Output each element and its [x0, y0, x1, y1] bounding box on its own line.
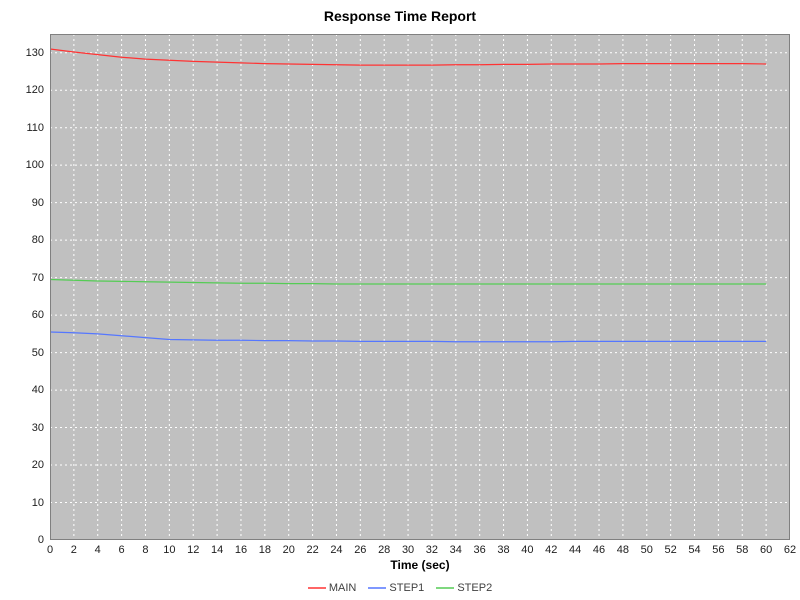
- x-tick-label: 0: [47, 544, 53, 556]
- x-tick-label: 46: [593, 544, 605, 556]
- legend-item-step2: STEP2: [436, 582, 492, 594]
- x-tick-label: 50: [641, 544, 653, 556]
- x-tick-label: 2: [71, 544, 77, 556]
- y-tick-label: 70: [32, 272, 44, 284]
- x-tick-label: 48: [617, 544, 629, 556]
- y-tick-label: 90: [32, 197, 44, 209]
- x-tick-label: 44: [569, 544, 581, 556]
- legend: MAIN STEP1 STEP2: [0, 582, 800, 594]
- x-tick-label: 26: [354, 544, 366, 556]
- x-tick-label: 42: [545, 544, 557, 556]
- x-tick-label: 56: [712, 544, 724, 556]
- x-tick-label: 22: [306, 544, 318, 556]
- x-tick-label: 28: [378, 544, 390, 556]
- x-tick-label: 60: [760, 544, 772, 556]
- y-tick-label: 80: [32, 234, 44, 246]
- x-tick-label: 24: [330, 544, 342, 556]
- x-tick-label: 8: [142, 544, 148, 556]
- x-tick-label: 18: [259, 544, 271, 556]
- x-tick-label: 20: [283, 544, 295, 556]
- legend-item-main: MAIN: [308, 582, 357, 594]
- plot-background: [50, 34, 790, 540]
- y-tick-label: 110: [26, 122, 44, 134]
- x-tick-label: 40: [521, 544, 533, 556]
- x-tick-label: 12: [187, 544, 199, 556]
- x-tick-label: 14: [211, 544, 223, 556]
- legend-item-step1: STEP1: [368, 582, 424, 594]
- y-tick-label: 0: [38, 534, 44, 546]
- y-tick-label: 50: [32, 347, 44, 359]
- x-tick-label: 10: [163, 544, 175, 556]
- x-tick-label: 58: [736, 544, 748, 556]
- y-tick-label: 10: [32, 497, 44, 509]
- x-tick-label: 4: [95, 544, 101, 556]
- y-tick-label: 20: [32, 459, 44, 471]
- x-tick-label: 38: [497, 544, 509, 556]
- x-tick-label: 52: [665, 544, 677, 556]
- x-tick-label: 6: [119, 544, 125, 556]
- x-tick-label: 30: [402, 544, 414, 556]
- y-tick-label: 30: [32, 422, 44, 434]
- x-tick-label: 54: [688, 544, 700, 556]
- plot-area: [50, 34, 790, 540]
- x-tick-label: 16: [235, 544, 247, 556]
- x-tick-label: 62: [784, 544, 796, 556]
- y-tick-label: 130: [26, 47, 44, 59]
- chart-title: Response Time Report: [0, 8, 800, 24]
- y-tick-label: 120: [26, 84, 44, 96]
- x-axis-label: Time (sec): [50, 558, 790, 572]
- x-tick-label: 32: [426, 544, 438, 556]
- chart-container: Response Time Report Time (msec) 0102030…: [0, 0, 800, 600]
- x-tick-label: 36: [474, 544, 486, 556]
- y-tick-label: 60: [32, 309, 44, 321]
- y-tick-label: 40: [32, 384, 44, 396]
- x-tick-label: 34: [450, 544, 462, 556]
- y-tick-label: 100: [26, 159, 44, 171]
